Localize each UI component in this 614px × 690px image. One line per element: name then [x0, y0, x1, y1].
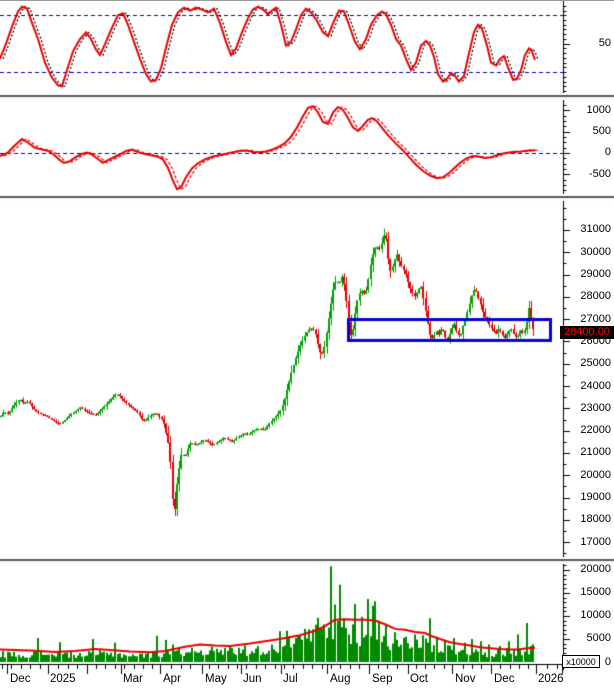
- last-price-label: 26400.00: [560, 326, 614, 339]
- bottom-time-axis[interactable]: [0, 664, 614, 690]
- volume-unit-label: x10000: [562, 655, 600, 668]
- macd-panel[interactable]: [0, 101, 563, 194]
- price-candlestick-panel[interactable]: [0, 201, 563, 557]
- panel-splitter-1[interactable]: [0, 93, 614, 100]
- stochastic-panel[interactable]: [0, 1, 563, 93]
- volume-panel[interactable]: [0, 564, 563, 664]
- panel-splitter-3[interactable]: [0, 557, 614, 564]
- right-price-axis[interactable]: [563, 1, 614, 664]
- panel-splitter-2[interactable]: [0, 194, 614, 201]
